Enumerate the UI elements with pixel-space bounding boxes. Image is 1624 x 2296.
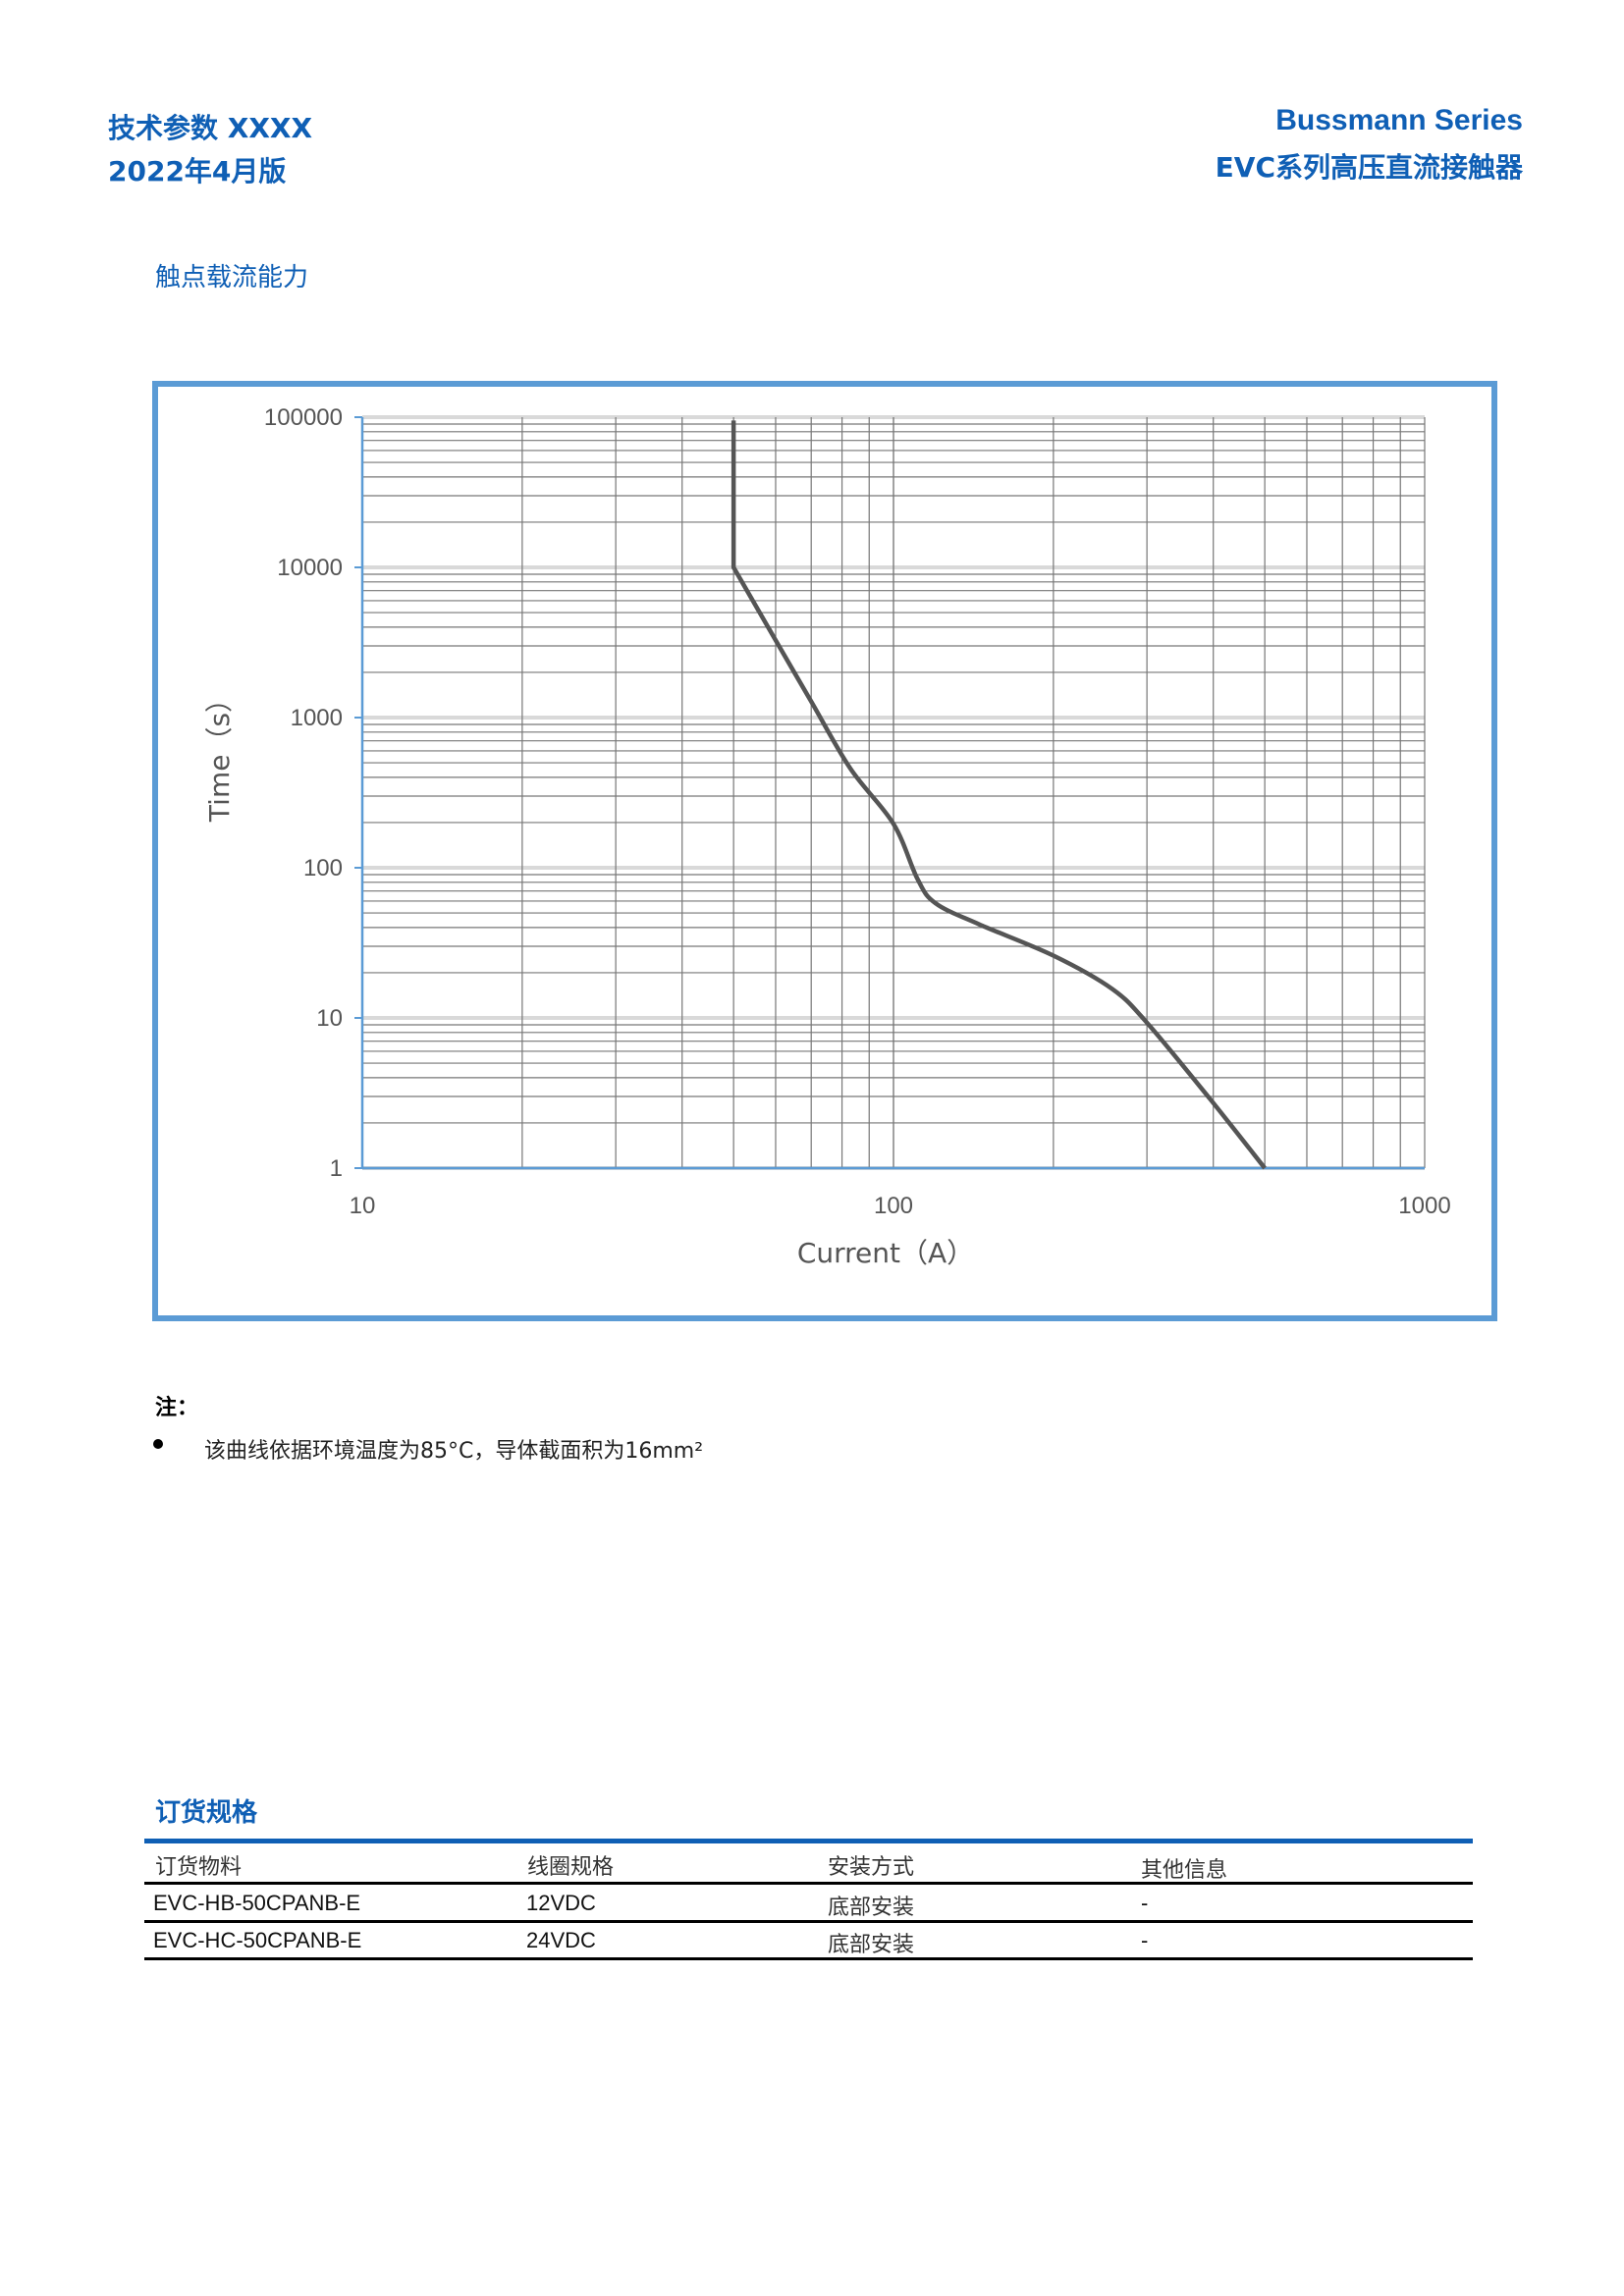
note-item: 该曲线依据环境温度为85°C，导体截面积为16mm² [204, 1439, 704, 1464]
doc-title: 技术参数 XXXX [108, 112, 313, 144]
mounting: 底部安装 [828, 1933, 915, 1957]
chart-frame: 100000 10000 1000 100 10 1 10 100 1000 Current（A）… [152, 381, 1497, 1321]
column-header: 线圈规格 [527, 1855, 615, 1880]
y-tick-label: 10000 [277, 555, 343, 581]
brand-series: Bussmann Series [1275, 104, 1523, 136]
row-divider [144, 1920, 1473, 1923]
column-header: 订货物料 [155, 1855, 243, 1880]
column-header: 安装方式 [828, 1855, 915, 1880]
column-header: 其他信息 [1141, 1858, 1228, 1883]
table-top-rule [144, 1839, 1473, 1843]
bullet-icon [153, 1439, 163, 1449]
part-number: EVC-HC-50CPANB-E [153, 1928, 362, 1952]
x-tick-label: 100 [874, 1193, 913, 1219]
coil-voltage: 12VDC [526, 1891, 596, 1915]
section-title-current-capacity: 触点载流能力 [155, 263, 309, 293]
coil-voltage: 24VDC [526, 1928, 596, 1952]
row-divider [144, 1882, 1473, 1885]
table-bottom-rule [144, 1957, 1473, 1960]
y-tick-label: 100000 [264, 404, 343, 431]
mounting: 底部安装 [828, 1896, 915, 1920]
y-tick-label: 10 [316, 1005, 343, 1032]
section-title-ordering: 订货规格 [155, 1798, 258, 1828]
y-tick-label: 1000 [291, 705, 343, 731]
y-axis-label: Time（s） [203, 685, 236, 823]
x-axis-label: Current（A） [797, 1237, 974, 1269]
y-tick-label: 1 [330, 1155, 343, 1182]
doc-version: 2022年4月版 [108, 155, 287, 187]
other-info: - [1141, 1928, 1149, 1952]
x-tick-label: 10 [350, 1193, 376, 1219]
part-number: EVC-HB-50CPANB-E [153, 1891, 361, 1915]
product-series: EVC系列高压直流接触器 [1215, 151, 1523, 184]
time-current-curve [731, 420, 1267, 1170]
notes-label: 注： [155, 1396, 199, 1420]
time-current-chart: 100000 10000 1000 100 10 1 10 100 1000 Current（A）… [203, 404, 1451, 1269]
other-info: - [1141, 1891, 1149, 1915]
y-tick-label: 100 [303, 855, 343, 881]
x-tick-label: 1000 [1398, 1193, 1450, 1219]
